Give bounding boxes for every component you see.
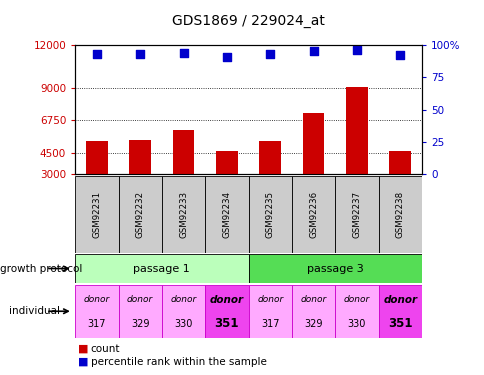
Bar bbox=[118, 176, 162, 253]
Bar bbox=[378, 285, 421, 338]
Text: growth protocol: growth protocol bbox=[0, 264, 83, 273]
Point bbox=[136, 51, 144, 57]
Text: 330: 330 bbox=[347, 319, 365, 329]
Text: 351: 351 bbox=[214, 317, 239, 330]
Text: donor: donor bbox=[257, 295, 283, 304]
Bar bbox=[172, 130, 194, 174]
Bar bbox=[248, 254, 421, 283]
Bar bbox=[334, 285, 378, 338]
Text: passage 1: passage 1 bbox=[133, 264, 190, 273]
Text: donor: donor bbox=[170, 295, 196, 304]
Bar bbox=[118, 285, 162, 338]
Point bbox=[223, 54, 230, 60]
Text: GSM92236: GSM92236 bbox=[308, 191, 318, 238]
Bar bbox=[75, 176, 118, 253]
Bar bbox=[259, 141, 281, 174]
Text: GSM92238: GSM92238 bbox=[395, 191, 404, 238]
Point bbox=[309, 48, 317, 54]
Text: donor: donor bbox=[300, 295, 326, 304]
Text: percentile rank within the sample: percentile rank within the sample bbox=[91, 357, 266, 367]
Bar bbox=[162, 176, 205, 253]
Bar bbox=[334, 176, 378, 253]
Bar bbox=[215, 152, 237, 174]
Text: passage 3: passage 3 bbox=[306, 264, 363, 273]
Bar bbox=[129, 140, 151, 174]
Text: 351: 351 bbox=[387, 317, 412, 330]
Text: GSM92231: GSM92231 bbox=[92, 191, 101, 238]
Bar bbox=[346, 87, 367, 174]
Text: count: count bbox=[91, 344, 120, 354]
Point bbox=[93, 51, 101, 57]
Text: 330: 330 bbox=[174, 319, 192, 329]
Point bbox=[395, 53, 403, 58]
Bar bbox=[75, 254, 248, 283]
Text: donor: donor bbox=[127, 295, 153, 304]
Point bbox=[179, 50, 187, 56]
Bar bbox=[389, 152, 410, 174]
Bar bbox=[75, 285, 118, 338]
Text: 329: 329 bbox=[303, 319, 322, 329]
Bar bbox=[291, 176, 334, 253]
Bar bbox=[378, 176, 421, 253]
Text: donor: donor bbox=[343, 295, 369, 304]
Bar bbox=[248, 285, 291, 338]
Text: 317: 317 bbox=[88, 319, 106, 329]
Point bbox=[266, 51, 273, 57]
Bar bbox=[86, 141, 107, 174]
Text: donor: donor bbox=[382, 295, 416, 305]
Text: donor: donor bbox=[210, 295, 243, 305]
Bar bbox=[302, 112, 324, 174]
Bar bbox=[248, 176, 291, 253]
Text: GSM92237: GSM92237 bbox=[352, 191, 361, 238]
Text: GSM92232: GSM92232 bbox=[136, 191, 144, 238]
Bar bbox=[291, 285, 334, 338]
Text: 329: 329 bbox=[131, 319, 149, 329]
Point bbox=[352, 47, 360, 53]
Bar bbox=[162, 285, 205, 338]
Text: individual: individual bbox=[9, 306, 60, 316]
Text: donor: donor bbox=[84, 295, 110, 304]
Bar bbox=[205, 176, 248, 253]
Text: ■: ■ bbox=[77, 357, 88, 367]
Bar bbox=[205, 285, 248, 338]
Text: GSM92235: GSM92235 bbox=[265, 191, 274, 238]
Text: ■: ■ bbox=[77, 344, 88, 354]
Text: GSM92233: GSM92233 bbox=[179, 191, 188, 238]
Text: GSM92234: GSM92234 bbox=[222, 191, 231, 238]
Text: GDS1869 / 229024_at: GDS1869 / 229024_at bbox=[172, 13, 324, 28]
Text: 317: 317 bbox=[260, 319, 279, 329]
